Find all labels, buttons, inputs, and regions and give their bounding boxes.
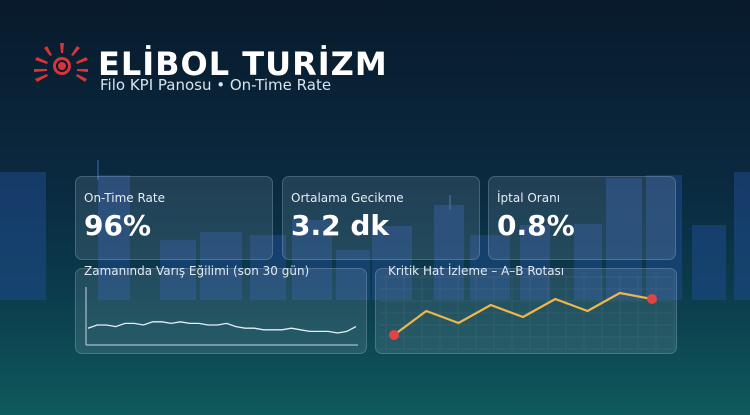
kpi-label: İptal Oranı [497, 191, 561, 205]
kpi-value: 0.8% [497, 209, 575, 242]
trend-chart-title: Zamanında Varış Eğilimi (son 30 gün) [84, 264, 310, 278]
brand-name: ELİBOL TURİZM [98, 45, 388, 83]
kpi-card-cancel-rate: İptal Oranı 0.8% [488, 176, 676, 260]
kpi-card-avg-delay: Ortalama Gecikme 3.2 dk [282, 176, 480, 260]
trend-chart [85, 287, 358, 346]
trend-chart-card [75, 268, 367, 354]
route-end-marker [647, 294, 657, 304]
route-chart-title: Kritik Hat İzleme – A–B Rotası [388, 264, 565, 278]
dashboard-subtitle: Filo KPI Panosu • On-Time Rate [100, 76, 332, 94]
kpi-value: 3.2 dk [291, 209, 390, 242]
route-chart [380, 275, 675, 350]
kpi-card-on-time: On-Time Rate 96% [75, 176, 273, 260]
sun-logo-icon [34, 43, 88, 82]
kpi-label: Ortalama Gecikme [291, 191, 404, 205]
route-line [393, 291, 653, 336]
route-start-marker [389, 330, 399, 340]
brand-header: ELİBOL TURİZM [32, 40, 388, 88]
route-chart-card [375, 268, 677, 354]
kpi-value: 96% [84, 209, 152, 242]
trend-line [87, 321, 357, 334]
kpi-label: On-Time Rate [84, 191, 165, 205]
